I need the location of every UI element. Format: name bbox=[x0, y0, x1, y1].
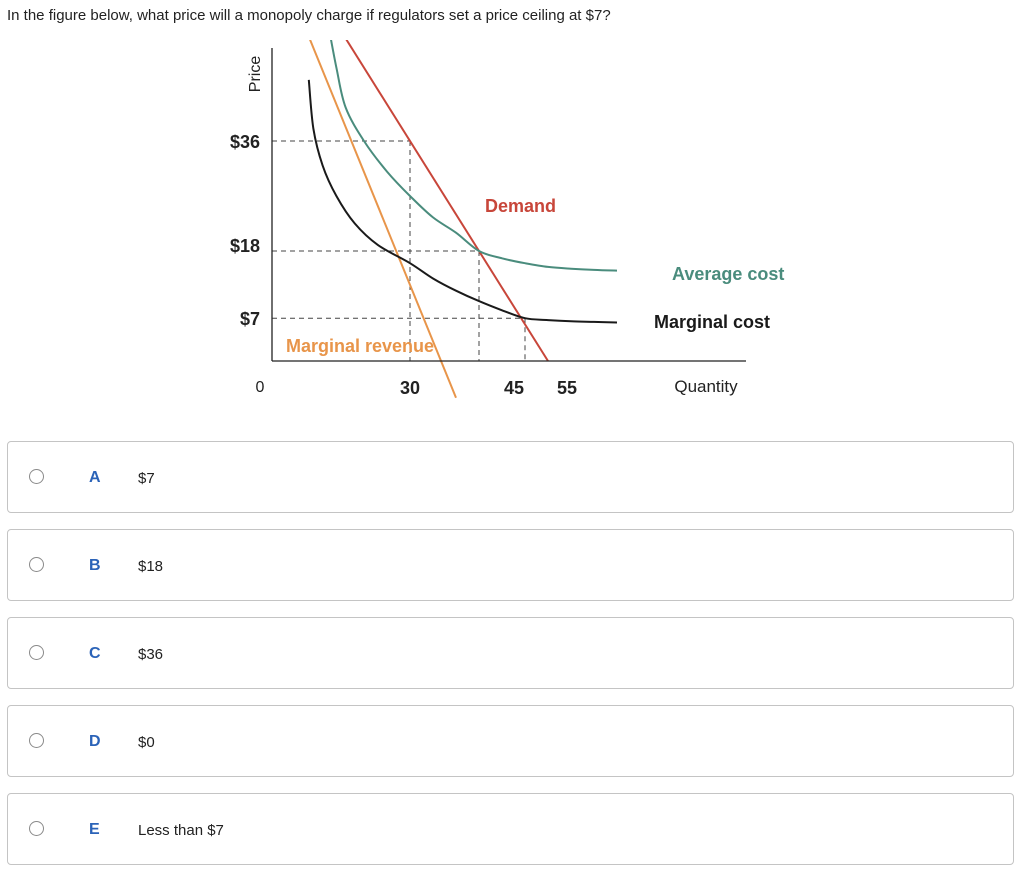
answer-option-e[interactable]: E Less than $7 bbox=[7, 793, 1014, 865]
option-letter: C bbox=[89, 645, 101, 662]
radio-button[interactable] bbox=[29, 469, 44, 484]
x-tick-label: 30 bbox=[400, 378, 420, 398]
curves bbox=[307, 40, 618, 399]
answer-option-a[interactable]: A $7 bbox=[7, 441, 1014, 513]
reference-dashes bbox=[272, 140, 526, 361]
y-tick-label: $18 bbox=[230, 236, 260, 256]
radio-button[interactable] bbox=[29, 821, 44, 836]
marginal-cost-label: Marginal cost bbox=[654, 312, 770, 332]
answer-option-b[interactable]: B $18 bbox=[7, 529, 1014, 601]
option-text: $0 bbox=[138, 734, 155, 751]
average-cost-curve bbox=[330, 40, 618, 272]
marginal-revenue-curve bbox=[309, 40, 457, 399]
option-letter: D bbox=[89, 733, 101, 750]
cost-revenue-chart: Price Quantity 0 $36 $18 $7 30 45 55 Dem… bbox=[230, 40, 784, 399]
demand-curve bbox=[345, 40, 549, 362]
x-tick-label: 45 bbox=[504, 378, 524, 398]
x-tick-label: 55 bbox=[557, 378, 577, 398]
option-text: $7 bbox=[138, 470, 155, 487]
radio-button[interactable] bbox=[29, 557, 44, 572]
option-text: Less than $7 bbox=[138, 822, 224, 839]
x-axis-label: Quantity bbox=[674, 377, 738, 396]
y-axis-label: Price bbox=[247, 56, 264, 93]
radio-button[interactable] bbox=[29, 733, 44, 748]
marginal-cost-curve bbox=[307, 79, 618, 324]
option-letter: A bbox=[89, 469, 101, 486]
y-tick-label: $36 bbox=[230, 132, 260, 152]
option-text: $36 bbox=[138, 646, 164, 663]
option-letter: E bbox=[89, 821, 100, 838]
answer-option-c[interactable]: C $36 bbox=[7, 617, 1014, 689]
option-letter: B bbox=[89, 557, 101, 574]
option-text: $18 bbox=[138, 558, 164, 575]
demand-label: Demand bbox=[485, 196, 556, 216]
question-text: In the figure below, what price will a m… bbox=[7, 7, 611, 24]
origin-label: 0 bbox=[256, 379, 265, 396]
y-tick-label: $7 bbox=[240, 309, 260, 329]
marginal-revenue-label: Marginal revenue bbox=[286, 336, 434, 356]
average-cost-label: Average cost bbox=[672, 264, 784, 284]
answer-option-d[interactable]: D $0 bbox=[7, 705, 1014, 777]
radio-button[interactable] bbox=[29, 645, 44, 660]
